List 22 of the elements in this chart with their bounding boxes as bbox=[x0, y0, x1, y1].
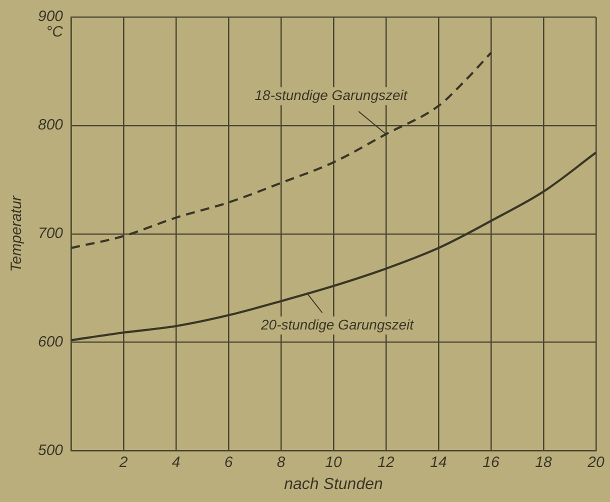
x-tick-label: 8 bbox=[276, 454, 286, 471]
x-tick-label: 6 bbox=[224, 454, 234, 471]
x-tick-label: 14 bbox=[430, 454, 447, 471]
x-tick-label: 12 bbox=[378, 454, 396, 471]
line-series bbox=[71, 52, 492, 250]
y-tick-label: 600 bbox=[38, 334, 64, 351]
x-tick-label: 20 bbox=[586, 454, 605, 471]
x-tick-label: 2 bbox=[118, 454, 128, 471]
x-tick-label: 4 bbox=[172, 454, 180, 471]
annotation: 20-stundige Garungszeit bbox=[260, 316, 415, 332]
y-tick-label: 500 bbox=[38, 442, 64, 459]
x-axis-title: nach Stunden bbox=[284, 476, 383, 493]
y-tick-label: 800 bbox=[38, 116, 64, 134]
annotation: 18-stundige Garungszeit bbox=[254, 87, 408, 104]
x-tick-label: 18 bbox=[535, 454, 552, 471]
x-tick-label: 16 bbox=[482, 454, 500, 471]
y-axis-title: Temperatur bbox=[8, 194, 26, 272]
y-tick-label: 700 bbox=[38, 225, 64, 242]
text: °C bbox=[46, 24, 64, 41]
y-tick-label: 900 bbox=[38, 8, 64, 26]
line-series bbox=[71, 151, 596, 342]
x-tick-label: 10 bbox=[325, 454, 343, 471]
